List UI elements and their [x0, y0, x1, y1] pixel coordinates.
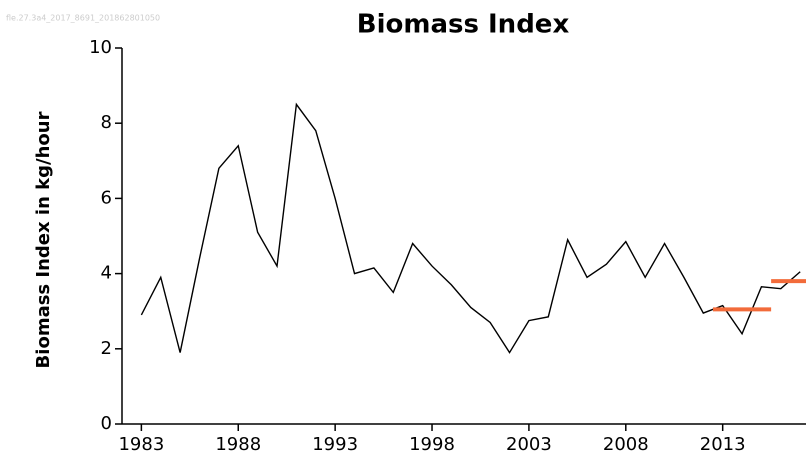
x-tick-label: 2008 — [603, 434, 649, 455]
x-tick-label: 1993 — [312, 434, 358, 455]
y-tick-label: 6 — [101, 187, 112, 208]
x-tick-label: 1988 — [215, 434, 261, 455]
y-tick-label: 8 — [101, 112, 112, 133]
y-tick-label: 2 — [101, 338, 112, 359]
chart-title: Biomass Index — [357, 10, 570, 40]
watermark: fle.27.3a4_2017_8691_201862801050 — [6, 14, 160, 23]
y-tick-label: 4 — [101, 263, 112, 284]
x-tick-label: 1998 — [409, 434, 455, 455]
data-line — [140, 102, 801, 354]
y-axis-label: Biomass Index in kg/hour — [33, 111, 54, 368]
y-tick-label: 0 — [101, 413, 112, 434]
x-tick-label: 1983 — [118, 434, 164, 455]
x-tick-label: 2003 — [506, 434, 552, 455]
x-tick-label: 2013 — [700, 434, 746, 455]
y-tick-label: 10 — [89, 37, 112, 58]
